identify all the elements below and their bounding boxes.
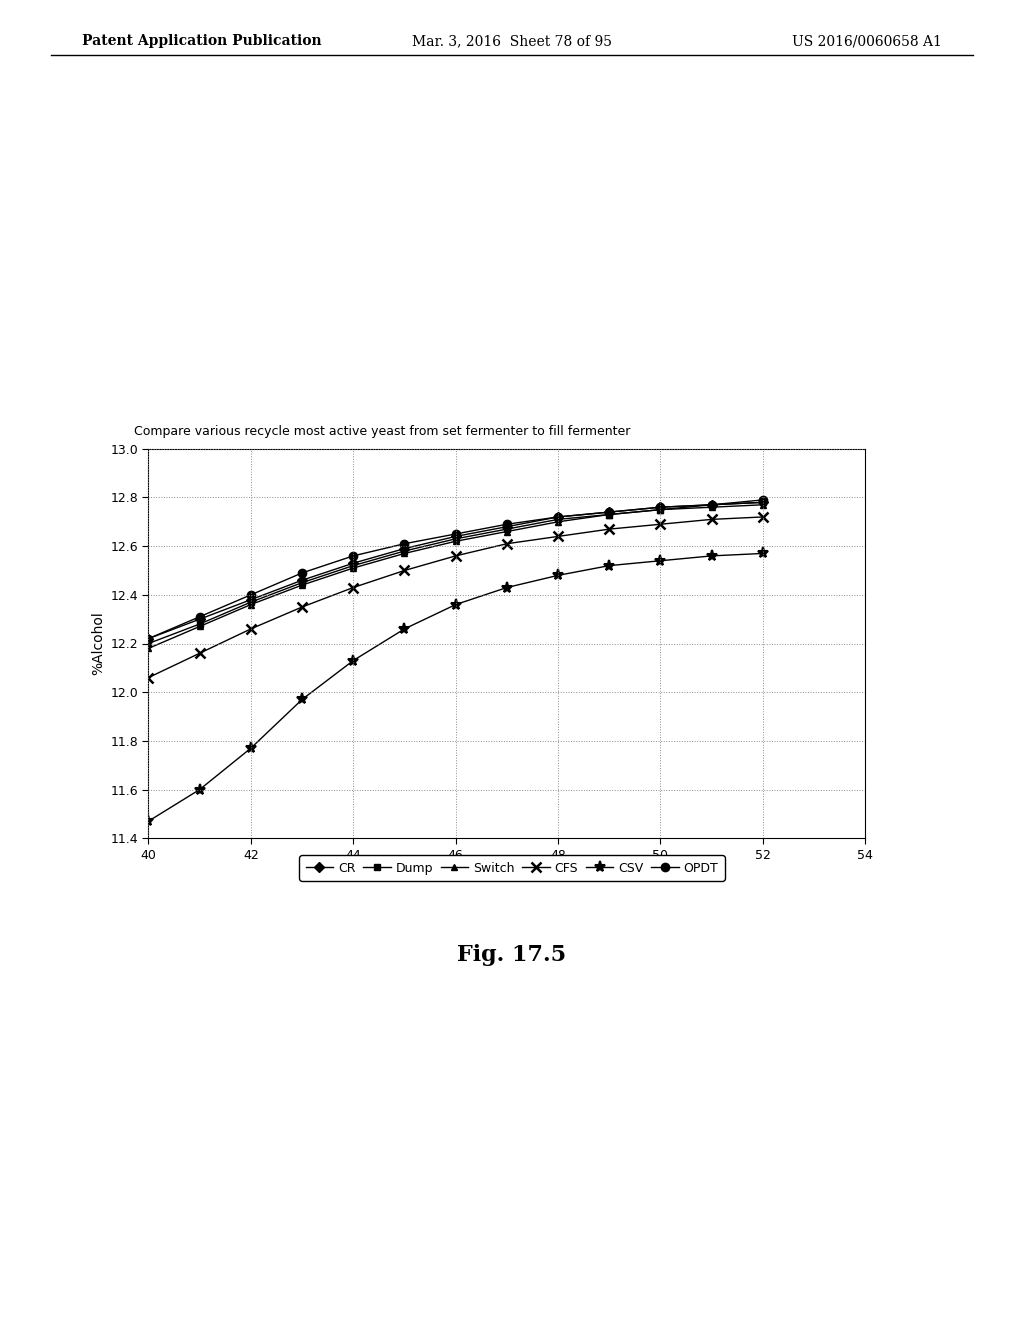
Dump (296, 574, 308, 590)
Dump (347, 557, 359, 573)
CR (296, 573, 308, 589)
CFS (450, 548, 462, 564)
CFS (603, 521, 615, 537)
CR (757, 495, 769, 511)
CR (142, 631, 155, 647)
CSV (757, 545, 769, 561)
CSV (245, 741, 257, 756)
Line: CSV: CSV (143, 548, 768, 826)
Switch (654, 502, 667, 517)
Dump (194, 616, 206, 632)
Dump (245, 594, 257, 610)
Switch (501, 524, 513, 540)
CR (194, 611, 206, 627)
CR (603, 504, 615, 520)
Switch (706, 499, 718, 515)
Switch (757, 496, 769, 512)
Dump (142, 636, 155, 652)
CSV (450, 597, 462, 612)
CSV (654, 553, 667, 569)
CSV (296, 692, 308, 708)
OPDT (142, 631, 155, 647)
CR (501, 519, 513, 535)
OPDT (654, 499, 667, 515)
CFS (398, 562, 411, 578)
CFS (194, 645, 206, 661)
Switch (296, 577, 308, 593)
CFS (296, 599, 308, 615)
OPDT (194, 609, 206, 624)
Dump (654, 502, 667, 517)
Line: CR: CR (145, 499, 766, 642)
X-axis label: Time, Hour: Time, Hour (469, 867, 545, 882)
CR (654, 499, 667, 515)
CFS (706, 511, 718, 527)
Y-axis label: %Alcohol: %Alcohol (91, 611, 104, 676)
OPDT (706, 496, 718, 512)
Dump (603, 507, 615, 523)
CR (552, 510, 564, 525)
CR (245, 591, 257, 607)
OPDT (757, 492, 769, 508)
CR (706, 496, 718, 512)
Text: Compare various recycle most active yeast from set fermenter to fill fermenter: Compare various recycle most active yeas… (134, 425, 631, 438)
CSV (706, 548, 718, 564)
Legend: CR, Dump, Switch, CFS, CSV, OPDT: CR, Dump, Switch, CFS, CSV, OPDT (299, 855, 725, 880)
Line: Dump: Dump (145, 499, 766, 647)
CFS (142, 669, 155, 685)
OPDT (552, 510, 564, 525)
Dump (552, 511, 564, 527)
CSV (347, 652, 359, 668)
Text: US 2016/0060658 A1: US 2016/0060658 A1 (793, 34, 942, 49)
Switch (347, 560, 359, 576)
Line: OPDT: OPDT (144, 496, 767, 643)
CFS (501, 536, 513, 552)
Text: Patent Application Publication: Patent Application Publication (82, 34, 322, 49)
CSV (552, 568, 564, 583)
CSV (142, 813, 155, 829)
CR (347, 556, 359, 572)
Switch (142, 640, 155, 656)
Switch (398, 545, 411, 561)
Text: Mar. 3, 2016  Sheet 78 of 95: Mar. 3, 2016 Sheet 78 of 95 (412, 34, 612, 49)
Line: CFS: CFS (143, 512, 768, 682)
Text: Fig. 17.5: Fig. 17.5 (458, 944, 566, 966)
CSV (603, 557, 615, 573)
CFS (347, 579, 359, 595)
CFS (757, 510, 769, 525)
Dump (450, 531, 462, 546)
Switch (450, 533, 462, 549)
Switch (603, 507, 615, 523)
Dump (398, 543, 411, 558)
Switch (194, 619, 206, 635)
OPDT (501, 516, 513, 532)
Switch (245, 597, 257, 612)
CSV (398, 620, 411, 636)
OPDT (603, 504, 615, 520)
Dump (757, 495, 769, 511)
CFS (245, 620, 257, 636)
OPDT (398, 536, 411, 552)
OPDT (296, 565, 308, 581)
CR (398, 541, 411, 557)
CFS (654, 516, 667, 532)
CR (450, 528, 462, 544)
Dump (706, 496, 718, 512)
OPDT (245, 587, 257, 603)
CFS (552, 528, 564, 544)
OPDT (347, 548, 359, 564)
CSV (194, 781, 206, 797)
OPDT (450, 527, 462, 543)
Dump (501, 521, 513, 537)
Line: Switch: Switch (145, 502, 766, 652)
CSV (501, 579, 513, 595)
Switch (552, 513, 564, 529)
